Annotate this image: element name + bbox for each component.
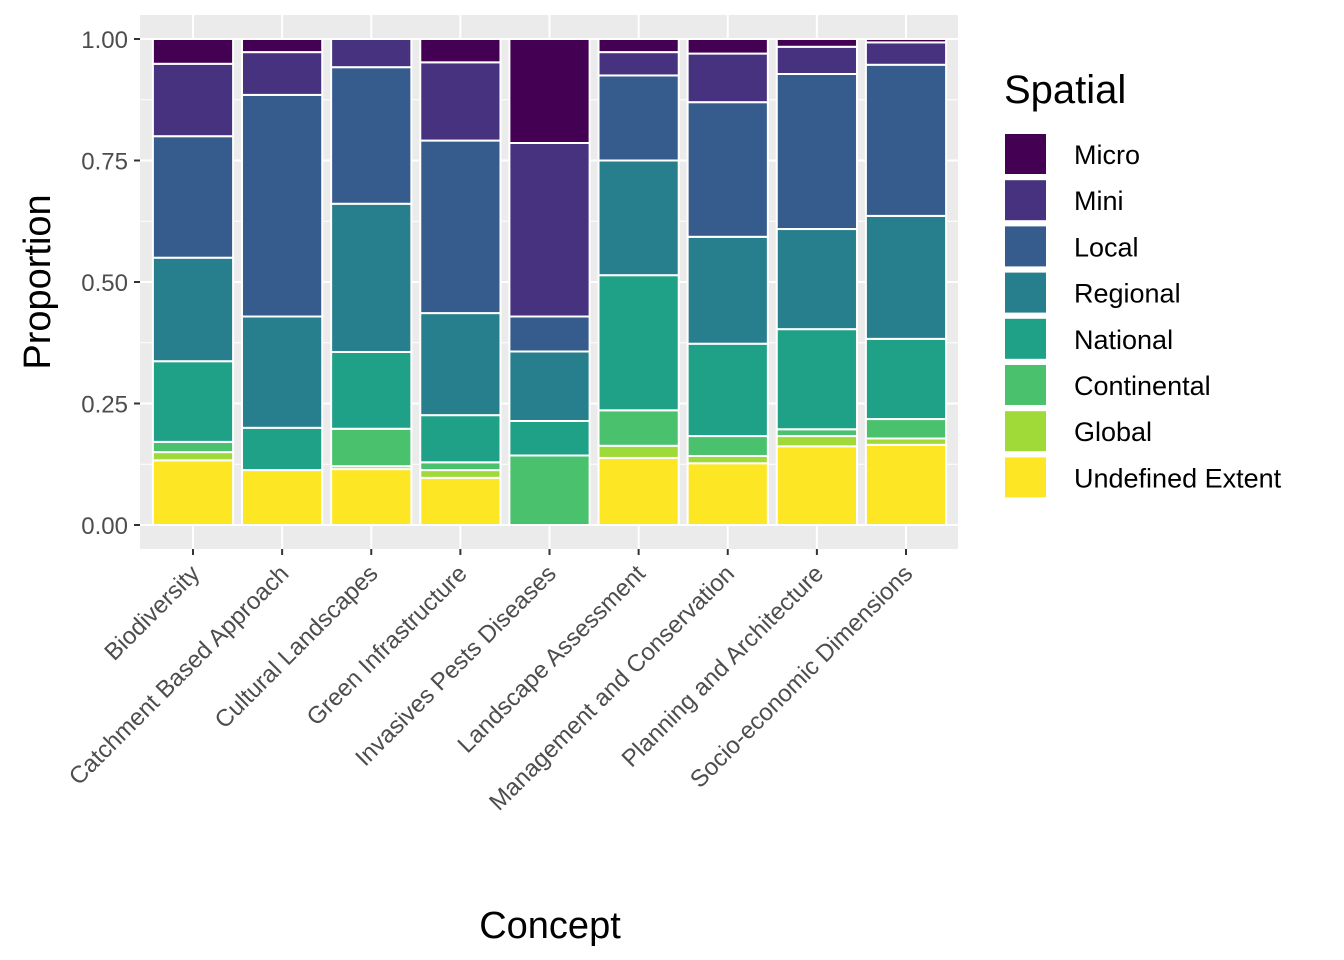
legend-key bbox=[1005, 226, 1046, 267]
legend-key bbox=[1005, 134, 1046, 174]
y-tick-label: 0.75 bbox=[81, 149, 128, 176]
bar-segment bbox=[419, 139, 502, 315]
bar-segment bbox=[151, 135, 235, 259]
bar-segment bbox=[151, 38, 235, 65]
bar-segment bbox=[775, 45, 858, 75]
bar-segment bbox=[151, 451, 235, 462]
bar-segment bbox=[419, 61, 502, 142]
bar-segment bbox=[419, 476, 502, 526]
bar-segment bbox=[775, 72, 858, 231]
legend-label: Undefined Extent bbox=[1074, 463, 1282, 493]
bar-segment bbox=[597, 38, 680, 54]
bar-segment bbox=[241, 38, 324, 54]
bar-segment bbox=[597, 409, 680, 447]
legend-label: National bbox=[1074, 325, 1173, 355]
bar-segment bbox=[151, 459, 235, 526]
bar-segment bbox=[241, 426, 324, 472]
legend: Spatial Micro Mini Local Regional National Co… bbox=[1004, 68, 1282, 498]
bar-segment bbox=[151, 62, 235, 138]
legend-key bbox=[1005, 457, 1046, 498]
bar-segment bbox=[508, 142, 591, 318]
bar-segment bbox=[864, 214, 948, 340]
x-tick-label: Green Infrastructure bbox=[302, 560, 473, 731]
y-tick-label: 0.25 bbox=[81, 392, 128, 419]
bar-segment bbox=[597, 74, 680, 162]
bar-segment bbox=[686, 342, 769, 438]
bar-segment bbox=[775, 38, 858, 48]
bar-segment bbox=[864, 41, 948, 66]
bar-segment bbox=[686, 435, 769, 457]
bar-segment bbox=[775, 428, 858, 438]
legend-key bbox=[1005, 365, 1046, 405]
legend-key bbox=[1005, 180, 1046, 221]
bar-segment bbox=[330, 202, 413, 353]
bar-segment bbox=[775, 328, 858, 431]
bar-segment bbox=[330, 38, 413, 69]
bar-segment bbox=[775, 445, 858, 527]
bar-segment bbox=[241, 51, 324, 96]
bar-segment bbox=[775, 228, 858, 331]
legend-label: Regional bbox=[1074, 279, 1181, 309]
bar-segment bbox=[419, 414, 502, 464]
bar-segment bbox=[864, 38, 948, 44]
bar-segment bbox=[151, 440, 235, 454]
bar-segment bbox=[151, 256, 235, 363]
bar-segment bbox=[419, 38, 502, 64]
bar-segment bbox=[597, 274, 680, 412]
y-axis: 0.00 0.25 0.50 0.75 1.00 bbox=[81, 27, 140, 540]
legend-label: Continental bbox=[1074, 371, 1211, 401]
bar-segment bbox=[686, 462, 769, 527]
y-tick-label: 0.50 bbox=[81, 270, 128, 297]
bar-segment bbox=[597, 51, 680, 77]
legend-label: Global bbox=[1074, 417, 1152, 447]
bar-segment bbox=[508, 454, 591, 527]
x-axis-title: Concept bbox=[479, 905, 621, 947]
bar-segment bbox=[864, 418, 948, 440]
bar-segment bbox=[330, 66, 413, 205]
legend-label: Local bbox=[1074, 232, 1139, 262]
bar-segment bbox=[508, 315, 591, 353]
bar-segment bbox=[686, 52, 769, 104]
y-tick-label: 1.00 bbox=[81, 27, 128, 54]
bar-segment bbox=[508, 38, 591, 145]
bar-segment bbox=[597, 444, 680, 459]
legend-title: Spatial bbox=[1004, 68, 1126, 112]
bars bbox=[151, 38, 948, 527]
bar-segment bbox=[419, 312, 502, 417]
bar-segment bbox=[419, 469, 502, 479]
bar-segment bbox=[686, 101, 769, 238]
bar-segment bbox=[419, 461, 502, 472]
y-tick-label: 0.00 bbox=[81, 513, 128, 540]
bar-segment bbox=[864, 443, 948, 526]
bar-segment bbox=[241, 315, 324, 429]
bar-segment bbox=[508, 419, 591, 457]
bar-segment bbox=[864, 63, 948, 217]
bar-segment bbox=[330, 350, 413, 430]
bar-segment bbox=[597, 456, 680, 527]
bar-segment bbox=[151, 360, 235, 443]
bar-segment bbox=[330, 468, 413, 526]
bar-segment bbox=[330, 427, 413, 468]
bar-segment bbox=[864, 337, 948, 421]
bar-segment bbox=[597, 159, 680, 277]
bar-segment bbox=[241, 469, 324, 526]
bar-segment bbox=[775, 435, 858, 448]
legend-key bbox=[1005, 411, 1046, 452]
bar-segment bbox=[686, 235, 769, 345]
x-tick-label: Cultural Landscapes bbox=[210, 560, 384, 734]
bar-segment bbox=[686, 454, 769, 465]
bar-segment bbox=[686, 38, 769, 55]
legend-key bbox=[1005, 318, 1046, 359]
bar-segment bbox=[508, 350, 591, 422]
legend-label: Mini bbox=[1074, 186, 1124, 216]
legend-label: Micro bbox=[1074, 140, 1140, 170]
bar-segment bbox=[241, 93, 324, 318]
legend-key bbox=[1005, 272, 1046, 313]
y-axis-title: Proportion bbox=[17, 194, 59, 369]
